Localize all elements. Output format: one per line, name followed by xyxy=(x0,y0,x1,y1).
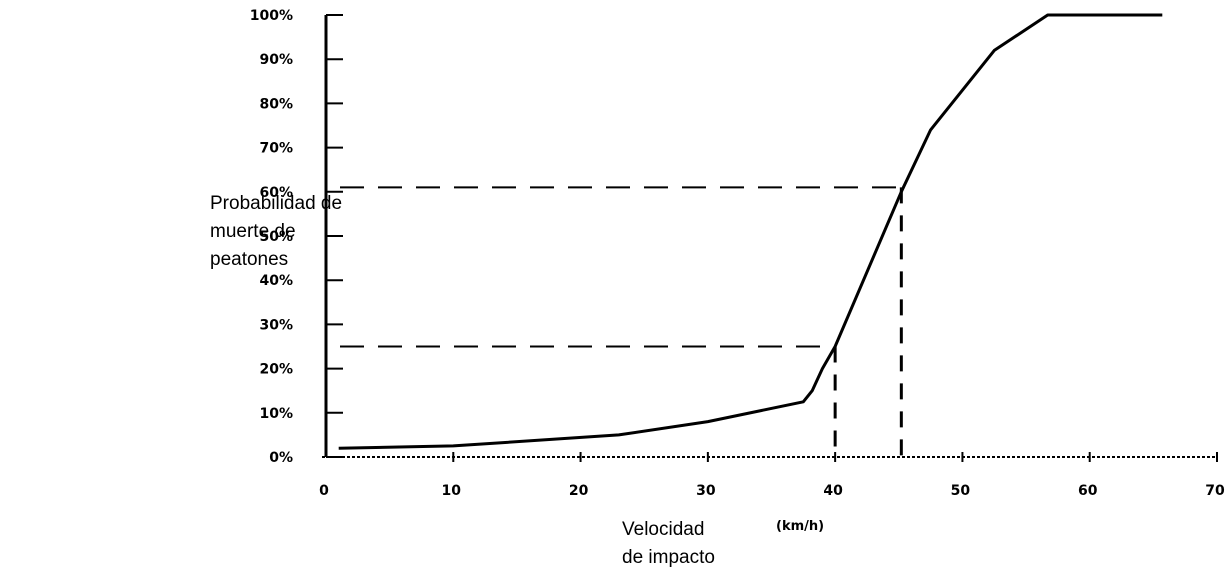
y-axis-label-line: Probabilidad de xyxy=(210,193,343,214)
x-tick-label: 0 xyxy=(319,483,329,499)
y-ticks: 0% 10% 20% 30% 40% 50% 60% 70% 80% 90% 100% xyxy=(250,8,343,466)
y-tick-label: 90% xyxy=(259,52,293,68)
y-tick-label: 0% xyxy=(269,450,293,466)
y-tick-label: 10% xyxy=(259,406,293,422)
series-line xyxy=(338,13,1163,450)
y-tick-label: 50% xyxy=(259,229,293,245)
y-tick-label: 30% xyxy=(259,317,293,333)
x-tick-label: 60 xyxy=(1078,483,1098,499)
y-tick-label: 70% xyxy=(259,141,293,157)
y-tick-label: 100% xyxy=(250,8,293,24)
reference-lines xyxy=(340,186,903,457)
x-axis-label-line: Velocidad xyxy=(622,519,705,540)
y-axis-label-line: peatones xyxy=(210,249,289,270)
y-tick-label: 80% xyxy=(259,96,293,112)
y-axis-label: Probabilidad de muerte de peatones xyxy=(210,190,342,274)
x-axis-label: Velocidad de impacto xyxy=(622,516,715,572)
x-tick-label: 50 xyxy=(951,483,971,499)
axes xyxy=(322,15,1217,458)
x-tick-label: 30 xyxy=(696,483,716,499)
x-axis-unit: (km/h) xyxy=(776,519,825,534)
x-ticks: 0 10 20 30 40 50 60 70 xyxy=(319,452,1225,499)
series-group xyxy=(338,13,1163,450)
x-tick-label: 40 xyxy=(823,483,843,499)
y-tick-label: 20% xyxy=(259,362,293,378)
y-axis-label-line: muerte de xyxy=(210,221,296,242)
x-tick-label: 70 xyxy=(1205,483,1225,499)
x-axis-label-line: de impacto xyxy=(622,547,715,568)
x-tick-label: 20 xyxy=(569,483,589,499)
y-tick-label: 60% xyxy=(259,185,293,201)
y-tick-label: 40% xyxy=(259,273,293,289)
x-tick-label: 10 xyxy=(442,483,462,499)
